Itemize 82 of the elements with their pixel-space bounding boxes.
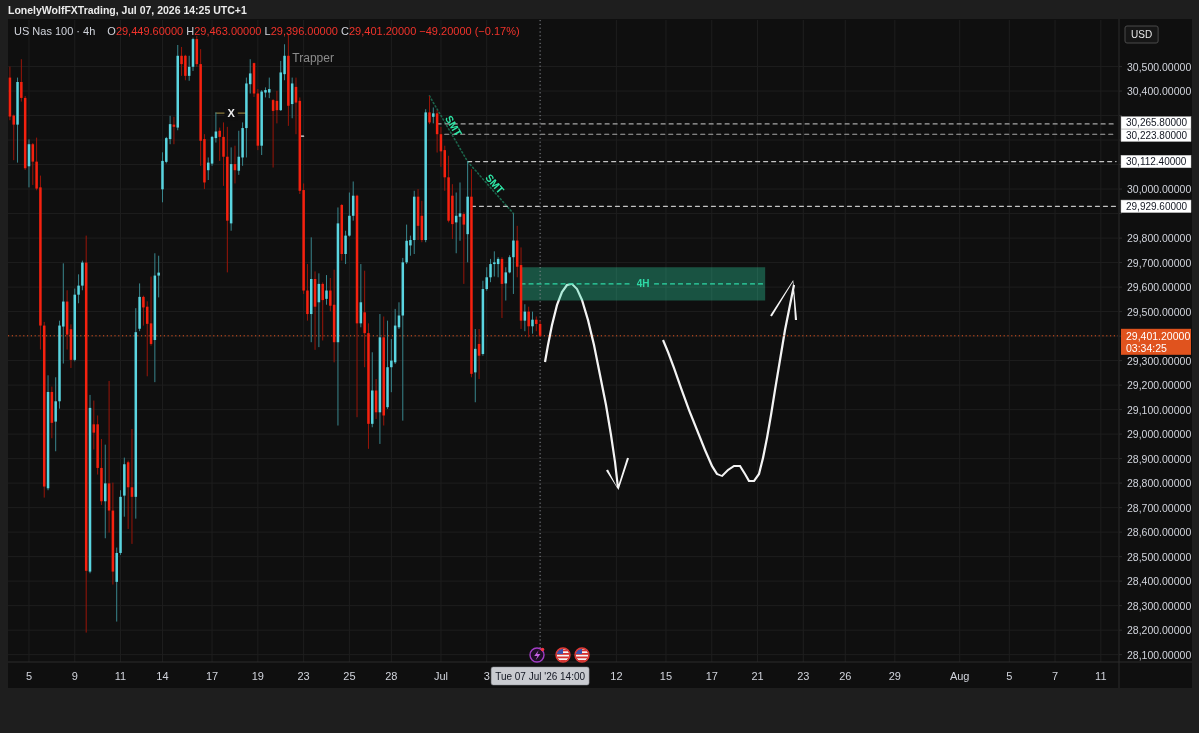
candlestick — [325, 274, 328, 306]
y-tick-label: 28,700.00000 — [1127, 501, 1192, 514]
candlestick — [142, 295, 145, 327]
x-tick-label: 21 — [751, 670, 764, 682]
text: LonelyWolfFXTrading, Jul 07, 2026 14:25 UTC+1 — [8, 4, 247, 16]
x-tick-label: 25 — [343, 670, 356, 682]
candlestick — [218, 127, 221, 162]
series-label: 30,223.80000 — [1126, 129, 1188, 141]
x-tick-label: Tue 07 Jul '26 14:00 — [495, 670, 586, 682]
y-tick-label: 29,800.00000 — [1127, 232, 1192, 245]
y-tick-label: 29,600.00000 — [1127, 281, 1192, 294]
x-tick-label: 14 — [156, 670, 169, 682]
x-tick-label: 7 — [1052, 670, 1059, 682]
annotation: Trapper — [292, 51, 334, 66]
x-tick-label: 26 — [839, 670, 852, 682]
series-label: 29,929.60000 — [1126, 200, 1188, 212]
text: USD — [1131, 29, 1153, 40]
candlestick — [77, 273, 80, 304]
x-tick-label: 17 — [205, 670, 219, 682]
y-tick-label: 28,200.00000 — [1127, 624, 1192, 637]
x-tick-label: 5 — [25, 670, 33, 682]
candlestick — [321, 281, 324, 342]
x-tick-label: 12 — [610, 670, 623, 682]
y-tick-label: 29,700.00000 — [1127, 256, 1192, 269]
candlestick — [512, 213, 515, 295]
candlestick — [184, 54, 187, 81]
x-tick-label: 23 — [797, 670, 810, 682]
candlestick — [531, 311, 534, 335]
series-label: 4H — [636, 278, 650, 290]
candlestick — [405, 224, 408, 265]
candlestick — [493, 250, 496, 278]
x-tick-label: 3 — [483, 670, 490, 682]
y-tick-label: 29,000.00000 — [1127, 428, 1192, 441]
series-label: X — [227, 107, 236, 120]
y-tick-label: 28,600.00000 — [1127, 526, 1192, 539]
x-tick-label: 28 — [385, 670, 398, 682]
y-tick-label: 28,300.00000 — [1127, 599, 1192, 612]
candlestick — [428, 95, 431, 125]
x-tick-label: 9 — [71, 670, 78, 682]
x-tick-label: 17 — [705, 670, 718, 682]
y-tick-label: 29,300.00000 — [1127, 354, 1192, 367]
ref-line-label: 29,401.20000 — [1126, 329, 1191, 342]
y-tick-label: 28,800.00000 — [1127, 477, 1192, 490]
candlestick — [306, 263, 309, 322]
x-tick-label: 19 — [251, 670, 264, 682]
candlestick — [54, 376, 57, 452]
candlestick — [104, 444, 107, 539]
y-tick-label: 30,400.00000 — [1127, 85, 1192, 98]
candlestick — [81, 260, 84, 291]
y-tick-label: 28,500.00000 — [1127, 550, 1192, 563]
candlestick — [268, 77, 271, 99]
candlestick — [474, 328, 477, 403]
candlestick — [508, 254, 511, 274]
x-tick-label: Aug — [949, 670, 970, 682]
x-tick-label: 5 — [1006, 670, 1013, 682]
chart-title: US Nas 100 · 4h — [14, 25, 96, 37]
y-tick-label: 29,200.00000 — [1127, 379, 1192, 392]
candlestick — [363, 270, 366, 368]
text: 03:34:25 — [1126, 341, 1168, 354]
candlestick — [489, 258, 492, 283]
y-tick-label: 29,500.00000 — [1127, 305, 1192, 318]
series-label: 30,112.40000 — [1126, 156, 1187, 168]
candlestick — [222, 121, 225, 187]
x-tick-label: 29 — [888, 670, 901, 682]
x-tick-label: 11 — [1095, 670, 1107, 682]
candlestick — [344, 230, 347, 265]
candlestick — [20, 58, 23, 103]
x-tick-label: 15 — [659, 670, 673, 682]
series-label: 30,265.80000 — [1126, 117, 1188, 129]
y-tick-label: 28,100.00000 — [1127, 648, 1192, 661]
y-tick-label: 29,100.00000 — [1127, 403, 1192, 416]
x-tick-label: 23 — [297, 670, 310, 682]
y-tick-label: 30,000.00000 — [1127, 183, 1192, 196]
chart-subtitle: O29,449.60000 H29,463.00000 L29,396.00000 C29,401.20000 −49.20000 (−0.17%) — [107, 25, 520, 37]
y-tick-label: 28,400.00000 — [1127, 575, 1192, 588]
x-tick-label: 11 — [114, 670, 127, 682]
y-tick-label: 28,900.00000 — [1127, 452, 1192, 465]
candlestick — [348, 192, 351, 238]
candlestick — [180, 46, 183, 77]
candlestick — [527, 306, 530, 338]
y-tick-label: 30,500.00000 — [1127, 60, 1192, 73]
x-tick-label: Jul — [433, 670, 448, 682]
